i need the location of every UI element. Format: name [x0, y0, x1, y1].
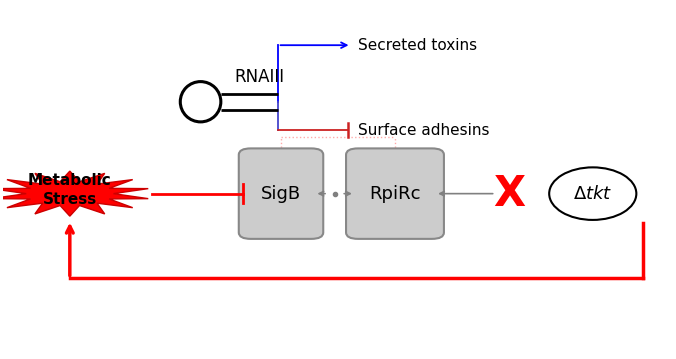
Text: Secreted toxins: Secreted toxins [358, 38, 477, 53]
FancyBboxPatch shape [346, 148, 444, 239]
Text: SigB: SigB [261, 185, 301, 202]
Text: Surface adhesins: Surface adhesins [358, 122, 489, 137]
Text: Metabolic
Stress: Metabolic Stress [28, 173, 112, 207]
Text: RNAIII: RNAIII [234, 68, 284, 86]
Text: RpiRc: RpiRc [369, 185, 420, 202]
FancyBboxPatch shape [239, 148, 323, 239]
Text: $\Delta tkt$: $\Delta tkt$ [573, 185, 612, 202]
Ellipse shape [549, 167, 636, 220]
Text: X: X [493, 173, 525, 215]
Polygon shape [0, 171, 148, 216]
Ellipse shape [180, 81, 221, 122]
